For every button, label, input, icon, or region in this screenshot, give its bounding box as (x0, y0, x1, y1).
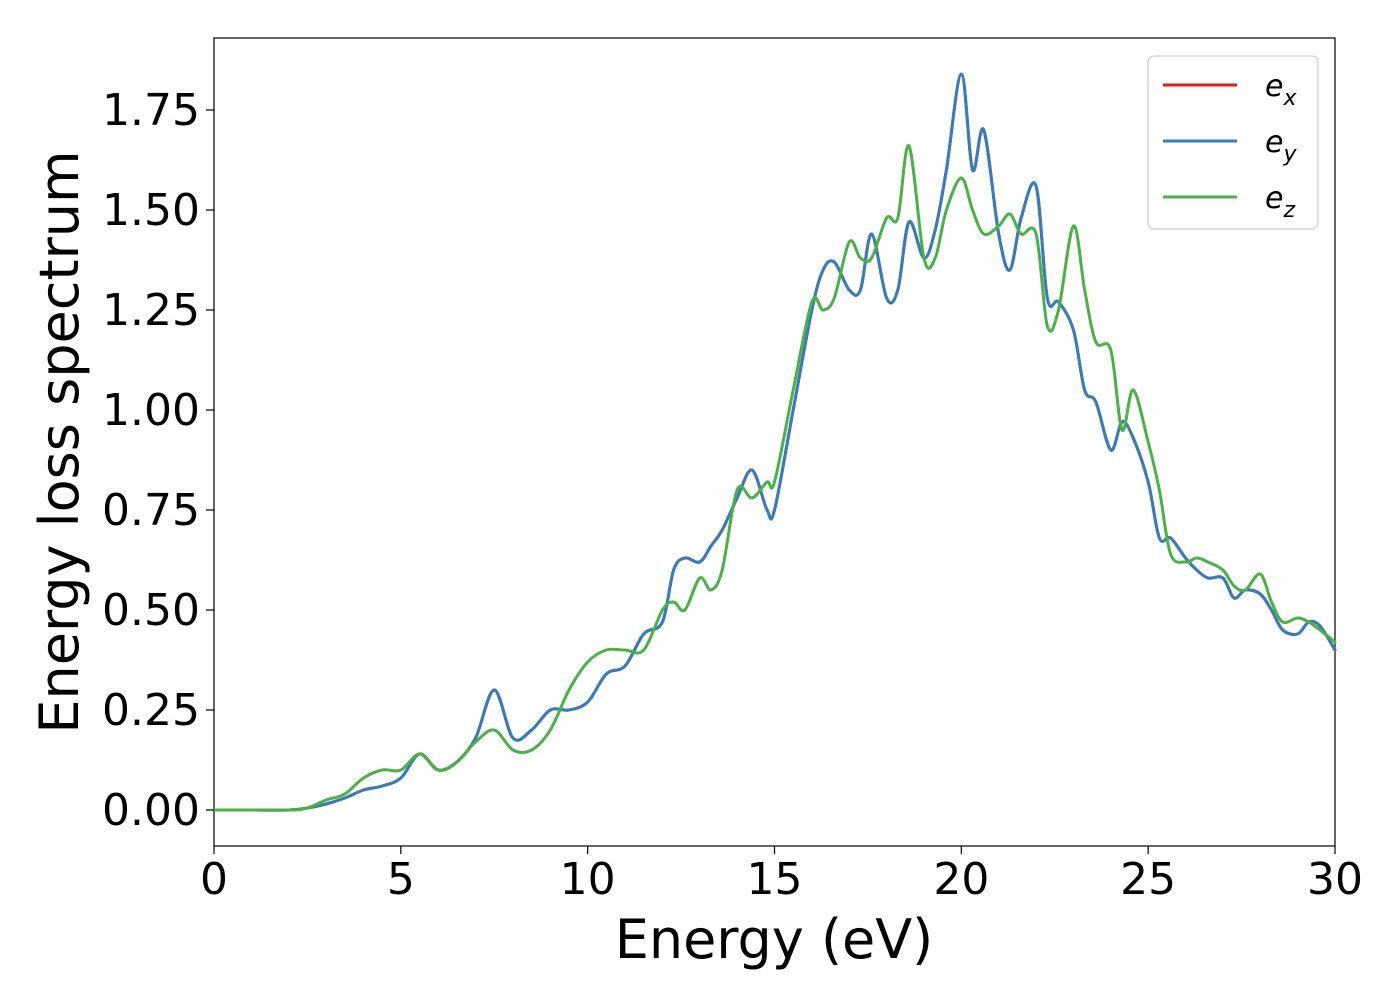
x-tick-label: 20 (933, 854, 989, 905)
x-tick-label: 5 (387, 854, 415, 905)
series-line-y (212, 72, 1337, 812)
x-tick-label: 10 (560, 854, 616, 905)
x-axis-ticks: 0 5 10 15 20 25 30 (200, 846, 1363, 905)
x-tick-label: 30 (1307, 854, 1363, 905)
series-layer (212, 72, 1337, 812)
y-tick-label: 0.50 (102, 585, 200, 636)
x-tick-label: 0 (200, 854, 228, 905)
y-tick-label: 1.00 (102, 385, 200, 436)
y-axis-ticks: 0.00 0.25 0.50 0.75 1.00 1.25 1.50 1.75 (102, 85, 214, 836)
x-tick-label: 25 (1120, 854, 1176, 905)
y-tick-label: 0.25 (102, 685, 200, 736)
x-tick-label: 15 (747, 854, 803, 905)
y-tick-label: 0.75 (102, 485, 200, 536)
y-tick-label: 1.75 (102, 85, 200, 136)
x-axis-label: Energy (eV) (615, 908, 934, 971)
y-tick-label: 0.00 (102, 785, 200, 836)
y-axis-label: Energy loss spectrum (28, 150, 91, 733)
y-tick-label: 1.50 (102, 185, 200, 236)
series-line-z (212, 144, 1337, 812)
y-tick-label: 1.25 (102, 285, 200, 336)
